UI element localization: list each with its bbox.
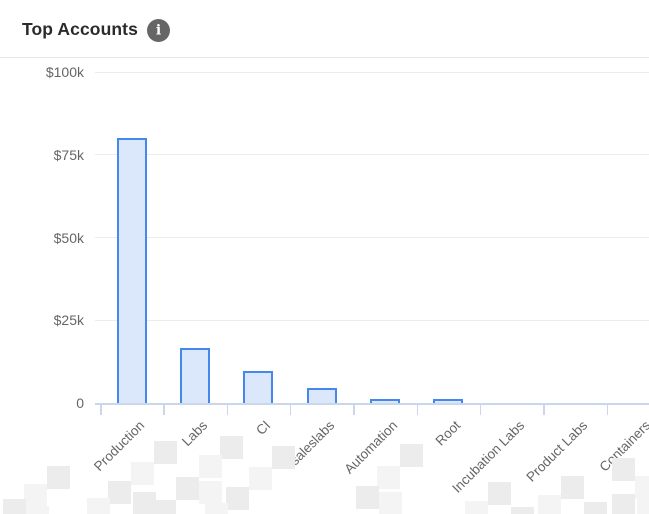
redaction-pixelation (87, 498, 110, 514)
axis-tick (353, 404, 355, 415)
info-icon[interactable]: i (147, 19, 170, 42)
gridline (95, 237, 649, 238)
redaction-pixelation (24, 484, 47, 507)
redaction-pixelation (133, 492, 156, 514)
redaction-pixelation (108, 481, 131, 504)
axis-tick (289, 404, 292, 415)
y-axis-tick-label: $75k (53, 146, 84, 163)
redaction-pixelation (511, 507, 534, 514)
y-axis-tick-label: $100k (45, 64, 84, 80)
bar--saleslabs[interactable] (306, 387, 337, 403)
bar-production[interactable] (116, 138, 147, 403)
redaction-pixelation (612, 458, 635, 481)
redaction-pixelation (400, 444, 423, 467)
bar-root[interactable] (433, 399, 464, 403)
axis-tick (543, 404, 545, 415)
redaction-pixelation (637, 496, 649, 514)
redaction-pixelation (47, 466, 70, 489)
redaction-pixelation (377, 466, 400, 489)
redaction-pixelation (561, 476, 584, 499)
redaction-pixelation (153, 500, 176, 514)
redaction-pixelation (26, 506, 49, 514)
bar-labs[interactable] (179, 348, 210, 403)
redaction-pixelation (154, 441, 177, 464)
redaction-pixelation (205, 503, 228, 514)
axis-tick (606, 404, 609, 415)
redaction-pixelation (249, 467, 272, 490)
axis-tick (479, 404, 482, 415)
gridline (95, 319, 649, 321)
axis-tick (226, 404, 229, 415)
axis-tick (100, 404, 102, 415)
redaction-pixelation (379, 492, 402, 514)
x-axis-line (95, 402, 649, 405)
page-title: Top Accounts (22, 19, 138, 39)
redaction-pixelation (635, 476, 649, 499)
redaction-pixelation (131, 462, 154, 485)
redaction-pixelation (465, 501, 488, 514)
axis-tick (163, 404, 165, 415)
y-axis-tick-label: $25k (53, 312, 84, 329)
gridline (95, 154, 649, 156)
header-divider (0, 57, 649, 58)
redaction-pixelation (538, 495, 561, 514)
gridline (95, 71, 649, 73)
redaction-pixelation (272, 446, 295, 469)
redaction-pixelation (220, 436, 243, 459)
y-axis-tick-label: $50k (53, 229, 84, 246)
redaction-pixelation (199, 481, 222, 504)
bar-ci[interactable] (243, 370, 274, 403)
y-axis-tick-label: 0 (76, 395, 84, 411)
redaction-pixelation (176, 477, 199, 500)
redaction-pixelation (488, 482, 511, 505)
axis-tick (416, 404, 419, 415)
bar-automation[interactable] (369, 399, 400, 403)
redaction-pixelation (356, 486, 379, 509)
redaction-pixelation (226, 487, 249, 510)
redaction-pixelation (199, 455, 222, 478)
info-icon-glyph: i (155, 22, 162, 38)
redaction-pixelation (584, 502, 607, 514)
card-header: Top Accounts i (0, 0, 649, 57)
redaction-pixelation (612, 494, 635, 514)
redaction-pixelation (3, 499, 26, 514)
